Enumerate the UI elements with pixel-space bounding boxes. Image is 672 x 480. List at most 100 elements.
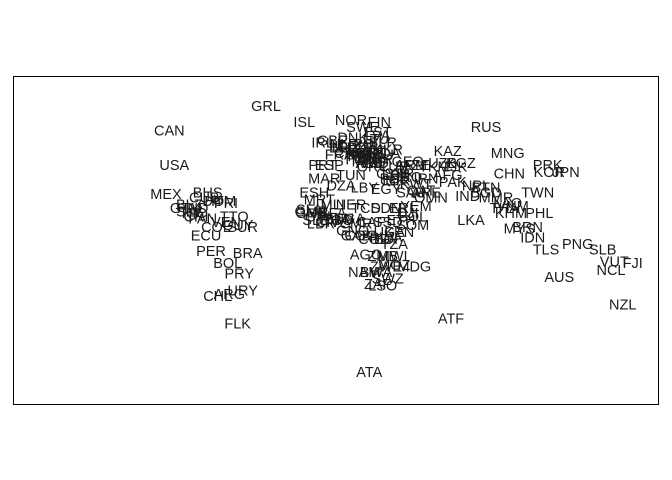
point-label-khm: KHM: [495, 206, 527, 222]
point-label-mne: MNE: [352, 154, 385, 170]
point-label-che: CHE: [334, 146, 365, 162]
point-label-idn: IDN: [520, 230, 545, 246]
point-label-lux: LUX: [332, 141, 361, 157]
point-label-fin: FIN: [368, 115, 391, 131]
point-label-ecu: ECU: [191, 229, 222, 245]
point-label-tcd: TCD: [351, 201, 381, 217]
point-label-ken: KEN: [384, 225, 414, 241]
point-label-aze: AZE: [402, 158, 431, 174]
point-label-som: SOM: [396, 218, 429, 234]
point-label-tls: TLS: [533, 242, 560, 258]
point-label-btn: BTN: [472, 180, 501, 196]
point-label-uga: UGA: [374, 225, 406, 241]
point-label-flk: FLK: [224, 317, 251, 333]
point-label-swe: SWE: [346, 120, 379, 136]
point-label-bhs: BHS: [193, 185, 223, 201]
point-label-fji: FJI: [623, 256, 643, 272]
point-label-aus: AUS: [544, 270, 574, 286]
point-label-srb: SRB: [356, 151, 386, 167]
point-label-vut: VUT: [600, 254, 629, 270]
point-label-ssd: SSD: [373, 215, 403, 231]
point-label-grc: GRC: [357, 160, 389, 176]
point-label-lbr: LBR: [307, 217, 335, 233]
point-label-esp: ESP: [315, 158, 344, 174]
point-label-lka: LKA: [457, 213, 485, 229]
point-label-uzb: UZB: [428, 156, 457, 172]
point-label-dza: DZA: [327, 179, 356, 195]
point-label-gha: GHA: [319, 213, 351, 229]
point-label-ago: AGO: [350, 248, 382, 264]
point-label-cri: CRI: [184, 210, 209, 226]
point-label-sur: SUR: [227, 220, 258, 236]
point-label-kgz: KGZ: [446, 156, 476, 172]
point-label-dji: DJI: [397, 206, 419, 222]
point-label-isr: ISR: [382, 173, 406, 189]
point-label-bfa: BFA: [319, 206, 347, 222]
point-label-usa: USA: [159, 158, 189, 174]
point-label-tgo: TGO: [322, 213, 353, 229]
point-label-moz: MOZ: [378, 258, 410, 274]
point-label-slv: SLV: [176, 204, 203, 220]
point-label-pri: PRI: [214, 196, 238, 212]
point-label-lao: LAO: [493, 196, 522, 212]
point-label-npl: NPL: [462, 179, 490, 195]
point-label-rwa: RWA: [369, 230, 402, 246]
point-label-nam: NAM: [348, 265, 380, 281]
point-label-bwa: BWA: [360, 265, 393, 281]
point-label-grl: GRL: [251, 99, 281, 115]
point-label-sle: SLE: [302, 213, 330, 229]
point-label-lbn: LBN: [382, 168, 410, 184]
point-label-mda: MDA: [368, 146, 401, 162]
point-label-gin: GIN: [305, 210, 331, 226]
point-label-caf: CAF: [357, 215, 386, 231]
point-label-ukr: UKR: [372, 142, 403, 158]
point-label-hti: HTI: [204, 194, 227, 210]
point-label-cog: COG: [344, 229, 377, 245]
point-label-nzl: NZL: [609, 298, 636, 314]
point-label-mkd: MKD: [357, 156, 389, 172]
point-label-tha: THA: [490, 201, 519, 217]
point-label-irq: IRQ: [396, 170, 422, 186]
point-label-lva: LVA: [365, 129, 391, 145]
point-label-sdn: SDN: [371, 201, 402, 217]
point-label-bih: BIH: [354, 151, 378, 167]
point-label-pol: POL: [353, 137, 382, 153]
point-label-ind: IND: [455, 189, 480, 205]
point-label-guy: GUY: [222, 218, 254, 234]
point-label-lby: LBY: [351, 180, 379, 196]
point-label-eth: ETH: [387, 213, 416, 229]
point-label-ncl: NCL: [596, 263, 625, 279]
point-label-swz: SWZ: [372, 272, 404, 288]
point-label-nga: NGA: [334, 211, 366, 227]
point-label-bra: BRA: [233, 246, 263, 262]
point-label-col: COL: [201, 220, 231, 236]
point-label-deu: DEU: [337, 139, 368, 155]
point-label-mex: MEX: [150, 187, 182, 203]
point-label-cod: COD: [358, 232, 390, 248]
point-label-tun: TUN: [336, 168, 366, 184]
point-label-mmr: MMR: [479, 191, 514, 207]
point-label-phl: PHL: [525, 206, 553, 222]
point-label-chl: CHL: [203, 289, 232, 305]
point-label-ner: NER: [336, 198, 367, 214]
point-label-cub: CUB: [189, 191, 220, 207]
point-label-pan: PAN: [188, 211, 217, 227]
point-label-bgr: BGR: [362, 153, 393, 169]
point-label-gab: GAB: [341, 229, 372, 245]
point-label-qat: QAT: [407, 184, 436, 200]
point-label-prk: PRK: [533, 158, 563, 174]
point-label-sen: SEN: [296, 203, 326, 219]
point-label-ltu: LTU: [363, 132, 389, 148]
point-label-brn: BRN: [512, 220, 543, 236]
point-label-nld: NLD: [330, 137, 359, 153]
point-label-dom: DOM: [202, 194, 236, 210]
point-label-blz: BLZ: [176, 198, 203, 214]
point-label-mar: MAR: [308, 172, 340, 188]
point-label-hrv: HRV: [348, 149, 379, 165]
point-label-zaf: ZAF: [364, 277, 392, 293]
point-label-can: CAN: [154, 123, 185, 139]
point-label-cyp: CYP: [376, 167, 406, 183]
point-label-aut: AUT: [345, 146, 374, 162]
point-label-vnm: VNM: [497, 199, 529, 215]
point-label-blr: BLR: [369, 135, 397, 151]
